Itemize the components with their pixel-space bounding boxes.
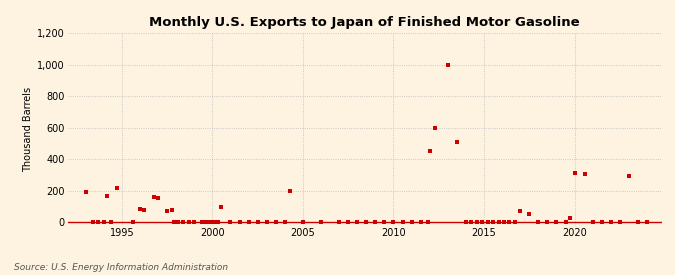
Point: [425, 149, 435, 153]
Point: [397, 220, 408, 224]
Point: [642, 220, 653, 224]
Point: [551, 220, 562, 224]
Point: [580, 172, 591, 177]
Point: [173, 220, 184, 224]
Point: [388, 220, 399, 224]
Point: [370, 220, 381, 224]
Text: Source: U.S. Energy Information Administration: Source: U.S. Energy Information Administ…: [14, 263, 227, 272]
Point: [542, 220, 553, 224]
Point: [101, 193, 112, 198]
Point: [471, 220, 482, 224]
Point: [343, 220, 354, 224]
Point: [466, 220, 477, 224]
Point: [379, 220, 390, 224]
Point: [442, 62, 453, 67]
Point: [361, 220, 372, 224]
Point: [196, 220, 207, 224]
Point: [452, 140, 462, 144]
Point: [560, 220, 571, 224]
Point: [482, 220, 493, 224]
Point: [423, 220, 433, 224]
Point: [243, 220, 254, 224]
Point: [252, 220, 263, 224]
Point: [624, 174, 634, 178]
Point: [225, 220, 236, 224]
Point: [279, 220, 290, 224]
Point: [614, 220, 625, 224]
Point: [213, 220, 223, 224]
Point: [316, 220, 327, 224]
Point: [605, 220, 616, 224]
Point: [460, 220, 471, 224]
Point: [415, 220, 426, 224]
Point: [99, 220, 109, 224]
Point: [216, 204, 227, 209]
Point: [169, 220, 180, 224]
Point: [533, 220, 544, 224]
Point: [209, 220, 219, 224]
Point: [285, 189, 296, 193]
Point: [128, 220, 138, 224]
Point: [596, 220, 607, 224]
Point: [632, 220, 643, 224]
Point: [515, 208, 526, 213]
Point: [430, 125, 441, 130]
Point: [234, 220, 245, 224]
Point: [499, 220, 510, 224]
Point: [261, 220, 272, 224]
Point: [487, 220, 498, 224]
Point: [202, 220, 213, 224]
Point: [493, 220, 504, 224]
Point: [184, 220, 194, 224]
Point: [198, 220, 209, 224]
Point: [510, 220, 520, 224]
Point: [162, 208, 173, 213]
Point: [565, 215, 576, 220]
Point: [134, 207, 145, 211]
Point: [587, 220, 598, 224]
Point: [352, 220, 362, 224]
Point: [105, 220, 116, 224]
Y-axis label: Thousand Barrels: Thousand Barrels: [23, 87, 33, 172]
Point: [139, 208, 150, 212]
Point: [148, 195, 159, 199]
Point: [153, 196, 163, 200]
Point: [406, 220, 417, 224]
Point: [178, 220, 189, 224]
Point: [112, 185, 123, 190]
Point: [189, 220, 200, 224]
Point: [298, 220, 308, 224]
Point: [524, 212, 535, 217]
Point: [93, 220, 104, 224]
Point: [504, 220, 515, 224]
Point: [569, 170, 580, 175]
Point: [205, 220, 216, 224]
Point: [166, 208, 177, 212]
Point: [333, 220, 344, 224]
Point: [271, 220, 281, 224]
Title: Monthly U.S. Exports to Japan of Finished Motor Gasoline: Monthly U.S. Exports to Japan of Finishe…: [149, 16, 580, 29]
Point: [477, 220, 487, 224]
Point: [80, 189, 91, 194]
Point: [88, 220, 99, 224]
